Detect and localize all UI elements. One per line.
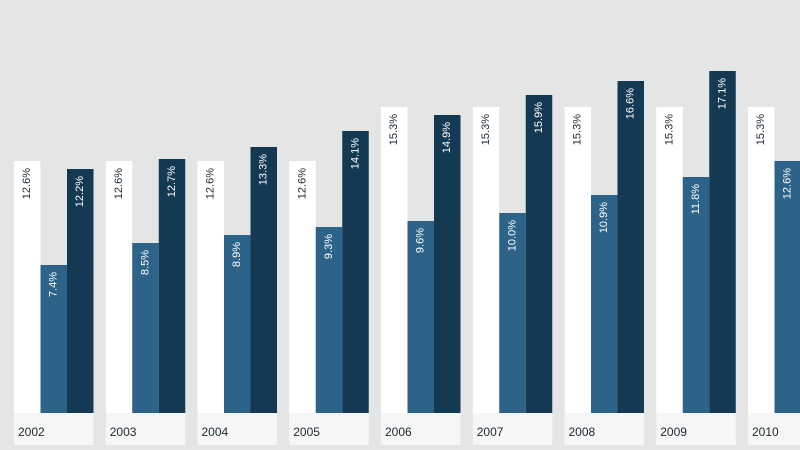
bar-secondary bbox=[67, 169, 94, 413]
plot-area: 2002 12.6% 7.4% 12.2% 2003 12.6% 8.5% 12.7% 2004… bbox=[14, 71, 800, 445]
bar-secondary bbox=[525, 95, 553, 413]
bar-primary bbox=[774, 161, 800, 413]
x-tick-label: 2009 bbox=[660, 425, 687, 439]
bar-primary bbox=[499, 213, 526, 413]
data-label: 13.3% bbox=[258, 154, 270, 185]
category-strip bbox=[564, 413, 644, 445]
bar-secondary bbox=[709, 71, 736, 413]
bar-primary bbox=[591, 195, 618, 413]
data-label: 9.6% bbox=[415, 228, 427, 253]
data-label: 12.6% bbox=[21, 168, 33, 199]
category-strip bbox=[656, 413, 736, 445]
bar-benchmark bbox=[105, 161, 133, 413]
category-strip bbox=[289, 413, 369, 445]
data-label: 7.4% bbox=[48, 272, 60, 297]
category-strip bbox=[381, 413, 461, 445]
data-label: 14.9% bbox=[441, 122, 453, 153]
bar-primary bbox=[407, 221, 434, 413]
data-label: 12.2% bbox=[74, 176, 86, 207]
bar-benchmark bbox=[289, 161, 316, 413]
data-label: 10.0% bbox=[506, 220, 518, 251]
data-label: 12.6% bbox=[113, 168, 125, 199]
data-label: 12.6% bbox=[296, 168, 308, 199]
bar-secondary bbox=[342, 131, 369, 413]
category-strip bbox=[472, 413, 553, 445]
data-label: 12.7% bbox=[166, 166, 178, 197]
data-label: 15.3% bbox=[572, 114, 584, 145]
data-label: 15.3% bbox=[388, 114, 400, 145]
x-tick-label: 2007 bbox=[477, 425, 504, 439]
data-label: 15.9% bbox=[533, 102, 545, 133]
data-label: 15.3% bbox=[755, 114, 767, 145]
data-label: 14.1% bbox=[349, 138, 361, 169]
bar-benchmark bbox=[564, 107, 591, 413]
bar-benchmark bbox=[381, 107, 408, 413]
bar-benchmark bbox=[472, 107, 500, 413]
data-label: 15.3% bbox=[663, 114, 675, 145]
data-label: 16.6% bbox=[625, 88, 637, 119]
data-label: 12.6% bbox=[205, 168, 217, 199]
bar-primary bbox=[682, 177, 710, 413]
x-tick-label: 2004 bbox=[202, 425, 229, 439]
data-label: 17.1% bbox=[716, 78, 728, 109]
x-tick-label: 2008 bbox=[569, 425, 596, 439]
bar-benchmark bbox=[14, 161, 41, 413]
bar-benchmark bbox=[656, 107, 683, 413]
bar-benchmark bbox=[197, 161, 224, 413]
bar-benchmark bbox=[748, 107, 775, 413]
data-label: 8.9% bbox=[231, 242, 243, 267]
category-strip bbox=[197, 413, 277, 445]
data-label: 15.3% bbox=[480, 114, 492, 145]
data-label: 12.6% bbox=[782, 168, 794, 199]
bar-primary bbox=[315, 227, 343, 413]
bar-primary bbox=[132, 243, 159, 413]
bar-secondary bbox=[434, 115, 461, 413]
x-tick-label: 2006 bbox=[385, 425, 412, 439]
x-tick-label: 2010 bbox=[752, 425, 779, 439]
data-label: 9.3% bbox=[323, 234, 335, 259]
category-strip bbox=[14, 413, 94, 445]
data-label: 8.5% bbox=[139, 250, 151, 275]
bar-primary bbox=[224, 235, 251, 413]
bar-secondary bbox=[250, 147, 277, 413]
bar-secondary bbox=[158, 159, 186, 413]
bar-primary bbox=[40, 265, 67, 413]
bar-secondary bbox=[617, 81, 644, 413]
data-label: 11.8% bbox=[690, 184, 702, 215]
x-tick-label: 2003 bbox=[110, 425, 137, 439]
category-strip bbox=[748, 413, 800, 445]
category-strip bbox=[105, 413, 186, 445]
x-tick-label: 2002 bbox=[18, 425, 45, 439]
data-label: 10.9% bbox=[598, 202, 610, 233]
x-tick-label: 2005 bbox=[293, 425, 320, 439]
